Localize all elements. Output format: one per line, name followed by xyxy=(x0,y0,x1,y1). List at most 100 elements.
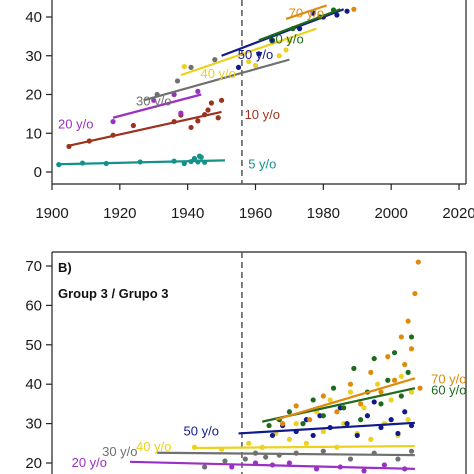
data-point xyxy=(388,417,394,423)
trend-line xyxy=(58,159,226,166)
y-tick-label: 30 xyxy=(25,416,42,433)
data-point xyxy=(364,413,371,419)
series-30-y-o: 30 y/o xyxy=(102,444,415,470)
data-point xyxy=(347,456,354,462)
data-point xyxy=(334,409,340,415)
data-point xyxy=(283,47,289,53)
data-point xyxy=(130,122,136,129)
y-tick-label: 50 xyxy=(25,337,42,354)
data-point xyxy=(408,422,415,429)
data-point xyxy=(269,37,276,43)
data-point xyxy=(408,448,415,454)
data-point xyxy=(327,397,333,403)
data-point xyxy=(310,432,316,439)
data-point xyxy=(320,413,326,419)
y-tick-label: 20 xyxy=(25,455,42,472)
data-point xyxy=(212,57,218,63)
data-point xyxy=(293,403,299,409)
data-point xyxy=(198,154,204,160)
data-point xyxy=(110,119,116,125)
x-tick-label: 1900 xyxy=(35,205,68,222)
trend-line xyxy=(258,8,341,42)
data-point xyxy=(310,10,316,16)
series-20-y-o: 20 y/o xyxy=(72,455,415,474)
data-point xyxy=(398,393,404,399)
data-point xyxy=(222,458,228,464)
data-point xyxy=(307,417,313,423)
data-point xyxy=(344,8,350,14)
y-tick-label: 60 xyxy=(25,297,42,314)
trend-line xyxy=(221,8,345,57)
data-point xyxy=(188,124,194,131)
x-tick-label: 1940 xyxy=(171,205,204,222)
data-point xyxy=(256,51,262,57)
data-point xyxy=(310,397,316,403)
data-point xyxy=(412,290,418,297)
series-label: 30 y/o xyxy=(136,93,171,108)
data-point xyxy=(354,432,360,439)
series-70-y-o: 70 y/o xyxy=(275,259,466,427)
data-point xyxy=(202,464,208,470)
panel-subtitle: Group 3 / Grupo 3 xyxy=(58,286,169,301)
series-label: 20 y/o xyxy=(72,455,107,470)
y-tick-label: 10 xyxy=(25,125,42,142)
data-point xyxy=(375,381,381,387)
series-10-y-o: 10 y/o xyxy=(66,97,280,150)
series-50-y-o: 50 y/o xyxy=(221,8,350,70)
data-point xyxy=(391,377,398,383)
series-label: 40 y/o xyxy=(200,66,235,81)
data-point xyxy=(252,62,259,69)
plot-area: 20 y/o30 y/o40 y/o 50 y/o 60 y/o70 y/o xyxy=(72,259,466,474)
chart-panel-a: 0 10 20 30 40 1900 1920 1940 1960 1980 2000 2020 5 y… xyxy=(25,0,474,222)
data-point xyxy=(378,401,384,407)
trend-line xyxy=(275,377,416,421)
data-point xyxy=(388,397,394,403)
data-point xyxy=(280,421,286,427)
data-point xyxy=(398,334,404,340)
series-label: 10 y/o xyxy=(245,107,280,122)
data-point xyxy=(371,355,377,362)
series-label: 30 y/o xyxy=(102,444,137,459)
data-point xyxy=(378,424,384,431)
series-60-y-o: 60 y/o xyxy=(258,7,341,46)
series-5-y-o: 5 y/o xyxy=(56,153,276,171)
trend-line xyxy=(238,421,415,435)
data-point xyxy=(330,385,337,391)
series-70-y-o: 70 y/o xyxy=(285,4,357,20)
data-point xyxy=(398,373,404,379)
trend-line xyxy=(157,451,415,457)
data-point xyxy=(361,468,367,474)
data-point xyxy=(417,385,423,391)
data-point xyxy=(300,421,306,427)
data-point xyxy=(408,346,415,352)
data-point xyxy=(235,64,242,70)
data-point xyxy=(320,393,326,399)
y-tick-label: 0 xyxy=(34,164,42,181)
data-point xyxy=(215,115,221,121)
data-point xyxy=(358,401,364,407)
y-tick-label: 40 xyxy=(25,376,42,393)
data-point xyxy=(385,354,391,360)
data-point xyxy=(371,399,377,405)
series-label: 70 y/o xyxy=(289,5,324,20)
x-tick-label: 2000 xyxy=(374,205,407,222)
data-point xyxy=(246,440,252,446)
data-point xyxy=(269,432,276,439)
plot-area: 5 y/o 10 y/o 20 y/o 30 y/o 40 y/o50 y/o60 y/… xyxy=(56,4,357,171)
data-point xyxy=(286,460,293,466)
data-point xyxy=(313,466,320,472)
data-point xyxy=(191,155,198,162)
panel-label: B) xyxy=(58,260,72,275)
data-point xyxy=(408,389,415,395)
x-tick-label: 1960 xyxy=(239,205,272,222)
data-point xyxy=(351,6,357,12)
x-tick-label: 2020 xyxy=(442,205,474,222)
trend-line xyxy=(68,110,222,147)
data-point xyxy=(188,64,194,70)
data-point xyxy=(358,417,364,423)
data-point xyxy=(408,334,415,340)
data-point xyxy=(368,436,374,442)
series-label: 5 y/o xyxy=(248,156,276,171)
trend-line xyxy=(129,460,415,471)
data-point xyxy=(395,430,401,437)
